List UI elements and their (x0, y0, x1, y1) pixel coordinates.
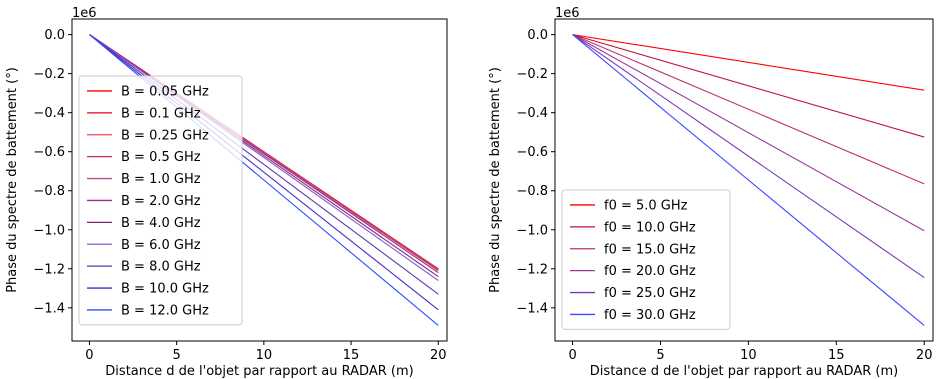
legend-entry: B = 12.0 GHz (121, 303, 209, 318)
legend-entry: B = 0.25 GHz (121, 128, 209, 143)
x-tick-label: 15 (343, 348, 360, 363)
y-tick-label: 0.0 (527, 28, 548, 43)
axis-offset-label: 1e6 (555, 6, 580, 21)
legend-entry: B = 0.5 GHz (121, 150, 201, 165)
legend: f0 = 5.0 GHz f0 = 10.0 GHz f0 = 15.0 GHz f0… (561, 189, 731, 330)
legend-entry: B = 6.0 GHz (121, 238, 201, 253)
y-tick-label: −1.4 (33, 301, 65, 316)
x-tick-label: 10 (740, 348, 757, 363)
legend-entry: B = 1.0 GHz (121, 172, 201, 187)
legend-entry: f0 = 30.0 GHz (604, 308, 696, 323)
x-tick-label: 15 (828, 348, 845, 363)
legend-entry: B = 8.0 GHz (121, 260, 201, 275)
x-tick-label: 5 (173, 348, 181, 363)
x-axis-label: Distance d de l'objet par rapport au RAD… (105, 364, 413, 379)
y-tick-label: −0.2 (33, 67, 65, 82)
legend-entry: f0 = 20.0 GHz (604, 264, 696, 279)
y-tick-label: −1.0 (33, 223, 65, 238)
series-line-3 (572, 34, 925, 185)
y-tick-label: −0.4 (33, 106, 65, 121)
legend-entry: B = 2.0 GHz (121, 194, 201, 209)
legend-entry: f0 = 25.0 GHz (604, 286, 696, 301)
legend-entry: f0 = 15.0 GHz (604, 242, 696, 257)
series-line-6 (572, 34, 925, 326)
y-tick-label: −0.8 (516, 184, 548, 199)
x-tick-label: 20 (916, 348, 933, 363)
legend-entry: B = 0.05 GHz (121, 84, 209, 99)
y-axis-label: Phase du spectre de battement (°) (5, 67, 20, 293)
y-tick-label: 0.0 (44, 28, 65, 43)
legend-entry: B = 4.0 GHz (121, 216, 201, 231)
y-tick-label: −0.6 (516, 145, 548, 160)
x-tick-label: 0 (568, 348, 576, 363)
x-tick-label: 5 (656, 348, 664, 363)
axis-offset-label: 1e6 (72, 6, 97, 21)
legend-box (78, 75, 243, 326)
series-line-5 (572, 34, 925, 279)
legend-box (561, 189, 731, 330)
y-tick-label: −1.4 (516, 301, 548, 316)
series-line-4 (572, 34, 925, 232)
legend-entry: B = 0.1 GHz (121, 106, 201, 121)
legend-entry: f0 = 5.0 GHz (604, 198, 688, 213)
y-tick-label: −1.0 (516, 223, 548, 238)
legend: B = 0.05 GHz B = 0.1 GHz B = 0.25 GHz B = 0… (78, 75, 243, 326)
y-tick-label: −1.2 (516, 262, 548, 277)
y-axis-label: Phase du spectre de battement (°) (488, 67, 503, 293)
x-tick-label: 0 (85, 348, 93, 363)
chart-2: 0 5 10 15 20 0.0 −0.2 −0.4 −0.6 −0.8 −1.0 −1.2 −1.4 1… (488, 6, 934, 379)
y-tick-label: −0.6 (33, 145, 65, 160)
chart-1: 0 5 10 15 20 0.0 −0.2 −0.4 −0.6 −0.8 −1.0 −1.2 −1.4 1… (5, 6, 448, 379)
y-tick-label: −0.8 (33, 184, 65, 199)
x-axis-label: Distance d de l'objet par rapport au RAD… (590, 364, 898, 379)
y-tick-label: −0.4 (516, 106, 548, 121)
y-tick-label: −1.2 (33, 262, 65, 277)
x-tick-label: 10 (256, 348, 273, 363)
legend-entry: f0 = 10.0 GHz (604, 220, 696, 235)
y-tick-label: −0.2 (516, 67, 548, 82)
legend-entry: B = 10.0 GHz (121, 282, 209, 297)
series-line-1 (572, 34, 925, 91)
x-tick-label: 20 (430, 348, 447, 363)
series-line-2 (572, 34, 925, 138)
